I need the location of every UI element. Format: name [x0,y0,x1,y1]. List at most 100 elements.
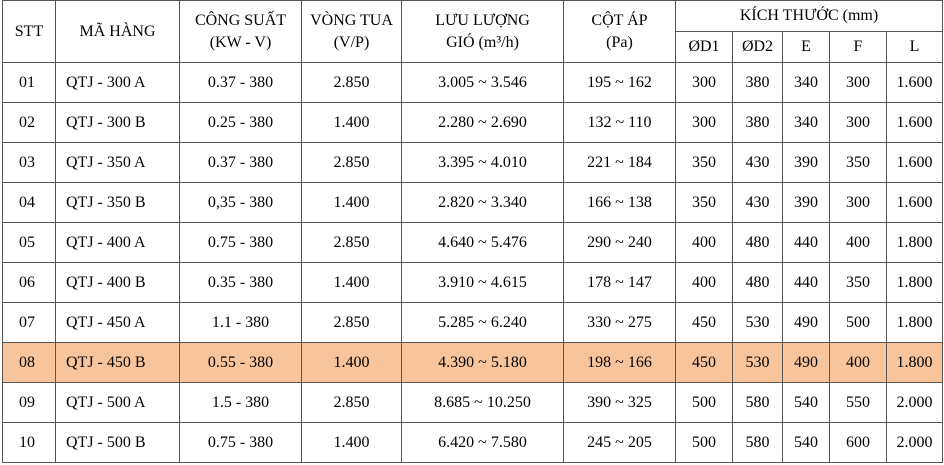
header-subtext: (KW - V) [209,33,272,51]
table-cell: 500 [829,302,887,343]
table-cell: 340 [782,102,830,143]
table-cell: 350 [829,262,887,303]
table-cell: 2.850 [301,382,402,423]
table-row: 06 QTJ - 400 B 0.35 - 380 1.400 3.910 ~ 4.61… [2,262,944,303]
table-cell: 07 [2,302,56,343]
table-cell: 09 [2,382,56,423]
table-cell: 0.75 - 380 [179,422,302,463]
table-cell: 4.640 ~ 5.476 [401,222,564,263]
table-cell: 380 [732,62,783,103]
table-cell: 02 [2,102,56,143]
table-cell: 06 [2,262,56,303]
table-cell: 0.37 - 380 [179,142,302,183]
table-cell: 530 [732,342,783,383]
table-cell: 580 [732,422,783,463]
header-cell: STT [2,0,56,63]
table-cell: 1.400 [301,102,402,143]
table-cell: 1.800 [885,222,944,263]
table-row: 05 QTJ - 400 A 0.75 - 380 2.850 4.640 ~ 5.47… [2,222,944,263]
table-cell: QTJ - 400 B [55,262,180,303]
table-cell: 490 [782,342,830,383]
table-cell: 245 ~ 205 [563,422,676,463]
table-cell: QTJ - 450 B [55,342,180,383]
table-cell: 01 [2,62,56,103]
table-cell: 1.800 [885,262,944,303]
table-cell: 530 [732,302,783,343]
table-cell: 450 [675,342,733,383]
table-cell: 166 ~ 138 [563,182,676,223]
table-cell: 10 [2,422,56,463]
table-cell: 540 [782,422,830,463]
table-cell: QTJ - 500 B [55,422,180,463]
table-cell: 2.000 [885,382,944,423]
table-cell: 1.1 - 380 [179,302,302,343]
table-cell: 5.285 ~ 6.240 [401,302,564,343]
table-cell: 1.400 [301,262,402,303]
table-cell: 2.850 [301,302,402,343]
header-subtext: (V/P) [333,33,370,51]
table-cell: QTJ - 350 A [55,142,180,183]
table-cell: 05 [2,222,56,263]
table-cell: 540 [782,382,830,423]
table-cell: 2.850 [301,222,402,263]
table-cell: 2.820 ~ 3.340 [401,182,564,223]
header-row: ØD1 ØD2 E F L [3,31,944,63]
table-cell: 178 ~ 147 [563,262,676,303]
table-cell: QTJ - 400 A [55,222,180,263]
table-cell: 480 [732,222,783,263]
table-row: 01 QTJ - 300 A 0.37 - 380 2.850 3.005 ~ 3.54… [2,62,944,103]
table-cell: 1.600 [885,182,944,223]
table-cell: 300 [829,102,887,143]
table-cell: 400 [829,222,887,263]
table-cell: 08 [2,342,56,383]
table-cell: 400 [675,262,733,303]
table-cell: 2.000 [885,422,944,463]
table-cell: 221 ~ 184 [563,142,676,183]
table-cell: 1.600 [885,62,944,103]
table-cell: 440 [782,262,830,303]
table-body: 01 QTJ - 300 A 0.37 - 380 2.850 3.005 ~ 3.54… [2,62,944,463]
table-row: 03 QTJ - 350 A 0.37 - 380 2.850 3.395 ~ 4.01… [2,142,944,183]
header-text: LƯU LƯỢNG [435,11,530,29]
table-cell: 480 [732,262,783,303]
header-subtext: GIÓ (m³/h) [446,33,519,51]
table-cell: 490 [782,302,830,343]
header-cell: ØD1 [675,31,733,63]
header-cell: LƯU LƯỢNG GIÓ (m³/h) [401,0,564,63]
header-cell: L [885,31,944,63]
table-cell: 3.005 ~ 3.546 [401,62,564,103]
table-cell: 600 [829,422,887,463]
table-cell: 4.390 ~ 5.180 [401,342,564,383]
table-cell: 1.400 [301,182,402,223]
table-cell: 500 [675,422,733,463]
table-cell: 1.5 - 380 [179,382,302,423]
table-cell: 400 [829,342,887,383]
table-cell: 0.55 - 380 [179,342,302,383]
table-cell: QTJ - 350 B [55,182,180,223]
table-cell: 290 ~ 240 [563,222,676,263]
table-cell: 03 [2,142,56,183]
table-cell: QTJ - 500 A [55,382,180,423]
table-cell: 195 ~ 162 [563,62,676,103]
table-cell: 430 [732,142,783,183]
header-cell: KÍCH THƯỚC (mm) [674,0,944,32]
table-cell: 6.420 ~ 7.580 [401,422,564,463]
table-cell: 1.400 [301,422,402,463]
table-cell: 440 [782,222,830,263]
table-cell: 300 [829,182,887,223]
table-cell: 350 [675,142,733,183]
table-cell: 390 [782,182,830,223]
table-cell: 580 [732,382,783,423]
table-cell: QTJ - 300 B [55,102,180,143]
table-row: 09 QTJ - 500 A 1.5 - 380 2.850 8.685 ~ 10.25… [2,382,944,423]
table-cell: 0.37 - 380 [179,62,302,103]
table-cell: 2.850 [301,62,402,103]
table-cell: 2.280 ~ 2.690 [401,102,564,143]
table-cell: 8.685 ~ 10.250 [401,382,564,423]
table-cell: 380 [732,102,783,143]
table-cell: 550 [829,382,887,423]
table-cell: 1.800 [885,342,944,383]
header-text: VÒNG TUA [310,11,393,29]
header-cell: MÃ HÀNG [55,0,180,63]
table-row: 08 QTJ - 450 B 0.55 - 380 1.400 4.390 ~ 5.18… [2,342,944,383]
